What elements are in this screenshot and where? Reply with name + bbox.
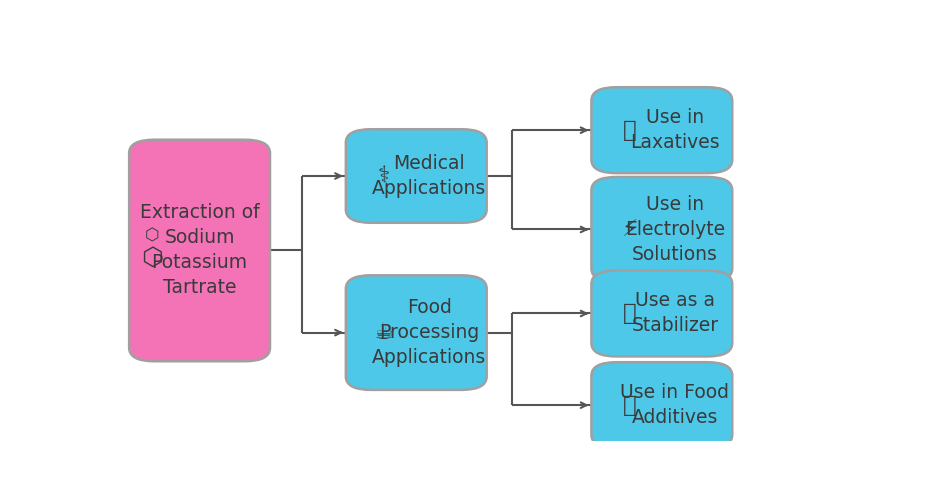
FancyBboxPatch shape	[130, 140, 270, 361]
Text: Use in
Laxatives: Use in Laxatives	[630, 108, 720, 152]
FancyBboxPatch shape	[346, 275, 487, 390]
Text: 🍶: 🍶	[623, 394, 637, 417]
FancyBboxPatch shape	[592, 270, 733, 357]
Text: Use in
Electrolyte
Solutions: Use in Electrolyte Solutions	[624, 195, 725, 264]
FancyBboxPatch shape	[592, 362, 733, 448]
Text: Extraction of
Sodium
Potassium
Tartrate: Extraction of Sodium Potassium Tartrate	[140, 203, 259, 298]
Text: ☕: ☕	[374, 321, 394, 344]
Text: ⚡: ⚡	[622, 218, 637, 241]
Text: 👁: 👁	[623, 119, 637, 142]
Text: ⬡: ⬡	[142, 246, 163, 270]
Text: Medical
Applications: Medical Applications	[372, 154, 487, 198]
Text: Use as a
Stabilizer: Use as a Stabilizer	[631, 292, 719, 335]
Text: ⚕: ⚕	[377, 165, 390, 187]
FancyBboxPatch shape	[346, 129, 487, 223]
Text: Use in Food
Additives: Use in Food Additives	[621, 383, 730, 427]
Text: ⬡: ⬡	[145, 226, 159, 244]
Text: Food
Processing
Applications: Food Processing Applications	[372, 298, 487, 367]
FancyBboxPatch shape	[592, 87, 733, 173]
Text: 🔥: 🔥	[623, 302, 637, 325]
FancyBboxPatch shape	[592, 177, 733, 282]
